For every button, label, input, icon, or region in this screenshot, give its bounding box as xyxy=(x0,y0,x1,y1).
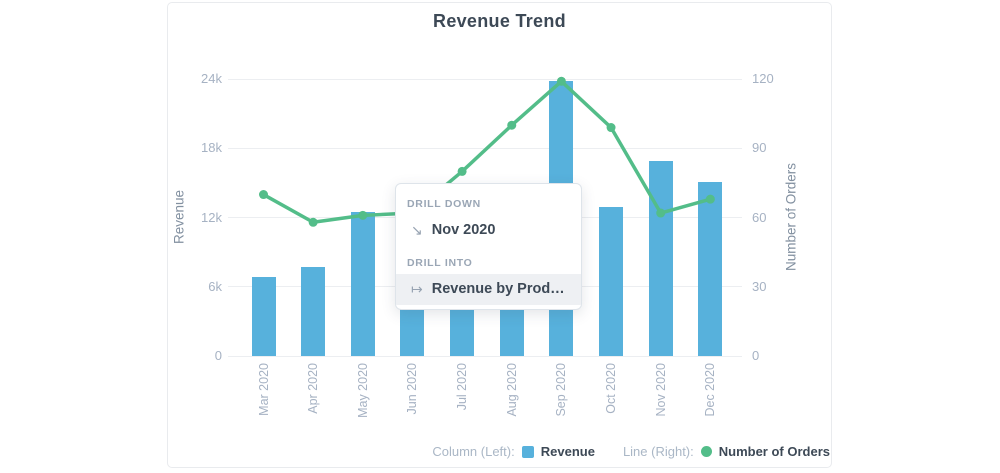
right-axis-tick-label: 60 xyxy=(752,209,767,225)
revenue-bar[interactable] xyxy=(251,276,276,357)
legend-line-prefix: Line (Right): xyxy=(622,444,694,459)
right-axis-tick-label: 30 xyxy=(752,278,767,294)
legend-entry-revenue[interactable]: Column (Left): Revenue xyxy=(432,444,595,459)
orders-point[interactable] xyxy=(457,166,467,176)
orders-point[interactable] xyxy=(705,194,715,204)
drill-down-section-header: DRILL DOWN xyxy=(407,198,481,210)
gridline xyxy=(228,78,742,80)
menu-item-label: Revenue by Prod… xyxy=(431,281,565,297)
left-axis-tick-label: 24k xyxy=(201,71,222,86)
menu-item-drill-into-revenue-by-product[interactable]: ↦ Revenue by Prod… xyxy=(396,274,581,305)
drill-context-menu: DRILL DOWN ↘ Nov 2020 DRILL INTO ↦ Reven… xyxy=(395,183,582,310)
menu-item-label: Nov 2020 xyxy=(431,222,496,238)
orders-point[interactable] xyxy=(656,208,666,218)
left-axis-tick-label: 12k xyxy=(201,209,222,225)
left-axis-tick-label: 18k xyxy=(201,140,222,156)
orders-point[interactable] xyxy=(308,217,318,227)
orders-line xyxy=(262,79,711,225)
orders-point[interactable] xyxy=(507,120,517,130)
drill-into-section-header: DRILL INTO xyxy=(407,257,473,269)
orders-point[interactable] xyxy=(556,76,566,86)
chart-title: Revenue Trend xyxy=(433,11,566,31)
revenue-bar[interactable] xyxy=(301,267,326,357)
revenue-bar[interactable] xyxy=(698,181,723,357)
revenue-bar[interactable] xyxy=(350,211,375,357)
legend-revenue-swatch xyxy=(521,445,534,458)
revenue-bar[interactable] xyxy=(648,161,673,357)
left-axis-title: Revenue xyxy=(171,189,187,245)
drill-into-icon: ↦ xyxy=(411,281,423,297)
legend: Column (Left): Revenue Line (Right): Num… xyxy=(432,444,830,459)
legend-entry-orders[interactable]: Line (Right): Number of Orders xyxy=(623,444,830,459)
right-axis-title: Number of Orders xyxy=(783,162,799,272)
legend-orders-dot xyxy=(700,446,712,457)
menu-item-drill-down-nov-2020[interactable]: ↘ Nov 2020 xyxy=(396,215,581,246)
gridline xyxy=(228,355,742,357)
drill-down-icon: ↘ xyxy=(411,222,423,238)
right-axis-tick-label: 120 xyxy=(752,71,774,86)
legend-revenue-label: Revenue xyxy=(540,444,595,459)
orders-point[interactable] xyxy=(259,190,268,200)
legend-column-prefix: Column (Left): xyxy=(432,444,515,459)
right-axis-tick-label: 90 xyxy=(752,140,767,156)
legend-orders-label: Number of Orders xyxy=(718,444,830,459)
right-axis-tick-label: 0 xyxy=(752,348,760,364)
left-axis-tick-label: 0 xyxy=(214,348,222,364)
orders-point[interactable] xyxy=(606,123,616,133)
orders-point[interactable] xyxy=(358,210,368,220)
left-axis-tick-label: 6k xyxy=(208,278,222,294)
revenue-bar[interactable] xyxy=(599,207,624,357)
